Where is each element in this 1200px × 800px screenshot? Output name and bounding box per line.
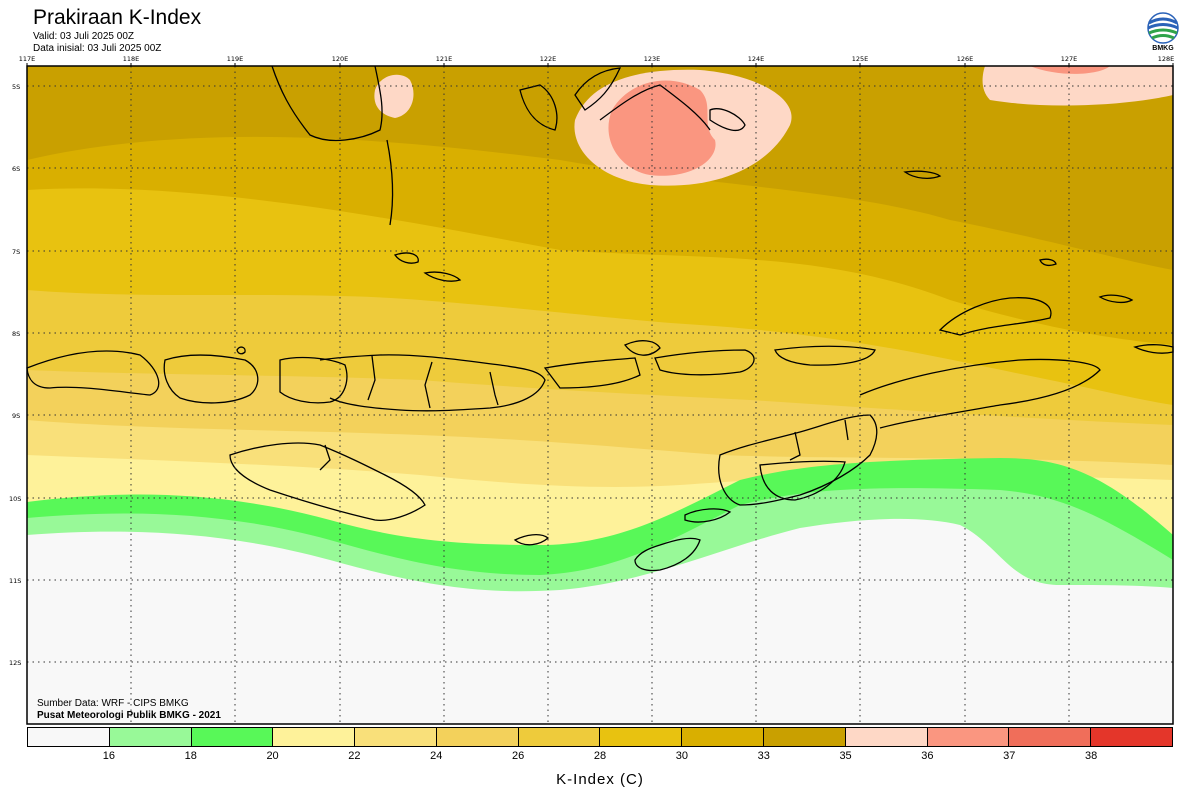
colorbar-segment [518,728,601,746]
coastlines [26,65,1174,572]
colorbar-tick-label: 28 [593,750,607,762]
lon-label: 120E [332,55,349,63]
lon-label: 122E [540,55,557,63]
lat-label: 6S [12,165,20,173]
lon-label: 125E [852,55,869,63]
colorbar-tick-label: 22 [348,750,361,762]
lon-label: 126E [957,55,974,63]
colorbar-tick-label: 26 [512,750,525,762]
lon-label: 128E [1158,55,1175,63]
lat-label: 7S [12,248,20,256]
colorbar-segment [191,728,274,746]
valid-time: Valid: 03 Juli 2025 00Z [33,31,134,42]
colorbar-tick-label: 20 [266,750,279,762]
colorbar-segment [927,728,1010,746]
colorbar-tick-label: 16 [102,750,115,762]
lat-label: 9S [12,412,20,420]
chart-title: Prakiraan K-Index [33,6,202,29]
colorbar-tick-label: 18 [184,750,197,762]
colorbar [27,727,1173,747]
colorbar-segment [1009,728,1092,746]
colorbar-segment [845,728,928,746]
colorbar-segment [109,728,192,746]
lon-label: 119E [227,55,244,63]
logo-label: BMKG [1152,45,1174,52]
colorbar-segment [436,728,519,746]
map-frame [26,65,1174,725]
colorbar-segment [682,728,765,746]
longitude-labels: 117E 118E 119E 120E 121E 122E 123E 124E … [19,55,1175,63]
colorbar-segment [355,728,437,746]
axis-ticks [26,63,1174,66]
colorbar-segment [1091,728,1172,746]
colorbar-title: K-Index (C) [556,771,644,788]
colorbar-tick-label: 37 [1003,750,1016,762]
colorbar-segment [28,728,110,746]
initial-data-time: Data inisial: 03 Juli 2025 00Z [33,43,162,54]
colorbar-tick-label: 30 [675,750,688,762]
colorbar-segment [600,728,683,746]
lon-label: 124E [748,55,765,63]
k-index-contours [27,66,1173,724]
lat-label: 12S [9,659,21,667]
colorbar-tick-label: 36 [921,750,934,762]
colorbar-segment [273,728,356,746]
data-source: Sumber Data: WRF - CIPS BMKG [37,698,189,709]
lon-label: 118E [123,55,140,63]
graticule [27,66,1173,724]
credit-line: Pusat Meteorologi Publik BMKG - 2021 [37,710,221,721]
colorbar-segment [764,728,846,746]
lon-label: 121E [436,55,453,63]
colorbar-tick-label: 35 [839,750,852,762]
lon-label: 117E [19,55,36,63]
lat-label: 10S [9,495,21,503]
lon-label: 127E [1061,55,1078,63]
lon-label: 123E [644,55,661,63]
lat-label: 11S [9,577,21,585]
bmkg-logo-icon [1147,12,1179,44]
latitude-labels: 5S 6S 7S 8S 9S 10S 11S 12S [9,83,21,667]
colorbar-tick-label: 38 [1085,750,1098,762]
colorbar-tick-label: 33 [757,750,770,762]
colorbar-ticks: 16 18 20 22 24 26 28 30 33 35 36 37 38 [27,750,1173,764]
colorbar-tick-label: 24 [430,750,443,762]
lat-label: 8S [12,330,20,338]
lat-label: 5S [12,83,20,91]
